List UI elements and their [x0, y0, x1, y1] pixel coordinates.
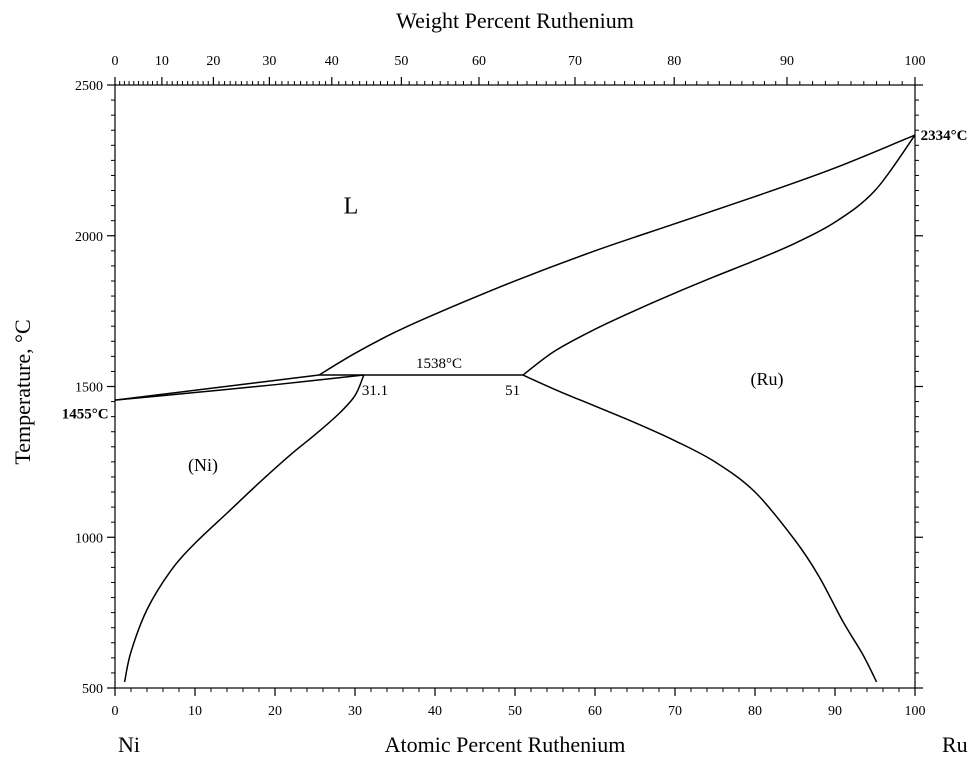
phase-boundary-curves [114, 134, 916, 683]
annotation-label: (Ni) [188, 455, 218, 476]
annotation-label: 31.1 [362, 383, 388, 399]
phase-boundary-line [522, 134, 916, 376]
annotation-label: 1538°C [416, 356, 462, 372]
top-tick-label: 70 [568, 54, 582, 69]
annotation-label: 2334°C [921, 128, 968, 144]
annotations: L (Ni) (Ru) 1538°C 31.1 51 1455°C 2334°C [62, 128, 968, 476]
major-ticks [107, 77, 923, 696]
x-tick-label: 50 [508, 704, 522, 719]
top-tick-label: 60 [472, 54, 486, 69]
y-tick-label: 1000 [75, 531, 103, 546]
x-tick-label: 60 [588, 704, 602, 719]
x-tick-label: 100 [905, 704, 926, 719]
x-tick-label: 90 [828, 704, 842, 719]
tick-labels: 0 10 20 30 40 50 60 70 80 90 100500100015002000250… [75, 54, 926, 719]
annotation-label: (Ru) [751, 369, 784, 390]
y-tick-label: 2500 [75, 79, 103, 94]
y-axis-title: Temperature, °C [10, 319, 35, 464]
y-tick-label: 2000 [75, 230, 103, 245]
phase-boundary-line [522, 374, 878, 683]
top-tick-label: 30 [262, 54, 276, 69]
top-axis-title: Weight Percent Ruthenium [396, 8, 634, 33]
phase-boundary-line [114, 374, 320, 401]
top-tick-label: 20 [206, 54, 220, 69]
y-tick-label: 1500 [75, 381, 103, 396]
right-element-label: Ru [942, 732, 968, 757]
top-tick-label: 40 [325, 54, 339, 69]
x-tick-label: 70 [668, 704, 682, 719]
left-element-label: Ni [118, 732, 140, 757]
x-tick-label: 30 [348, 704, 362, 719]
top-tick-label: 80 [667, 54, 681, 69]
top-tick-label: 90 [780, 54, 794, 69]
phase-boundary-line [318, 134, 916, 376]
x-tick-label: 40 [428, 704, 442, 719]
top-tick-label: 10 [155, 54, 169, 69]
minor-ticks [111, 81, 919, 692]
annotation-label: 51 [505, 383, 520, 399]
top-tick-label: 100 [905, 54, 926, 69]
y-tick-label: 500 [82, 682, 103, 697]
x-axis-title: Atomic Percent Ruthenium [385, 732, 626, 757]
x-tick-label: 10 [188, 704, 202, 719]
annotation-label: L [344, 194, 359, 220]
top-tick-label: 0 [112, 54, 119, 69]
x-tick-label: 20 [268, 704, 282, 719]
phase-boundary-line [123, 374, 365, 683]
x-tick-label: 80 [748, 704, 762, 719]
x-tick-label: 0 [112, 704, 119, 719]
annotation-label: 1455°C [62, 407, 109, 423]
phase-boundary-line [114, 374, 364, 401]
top-tick-label: 50 [394, 54, 408, 69]
